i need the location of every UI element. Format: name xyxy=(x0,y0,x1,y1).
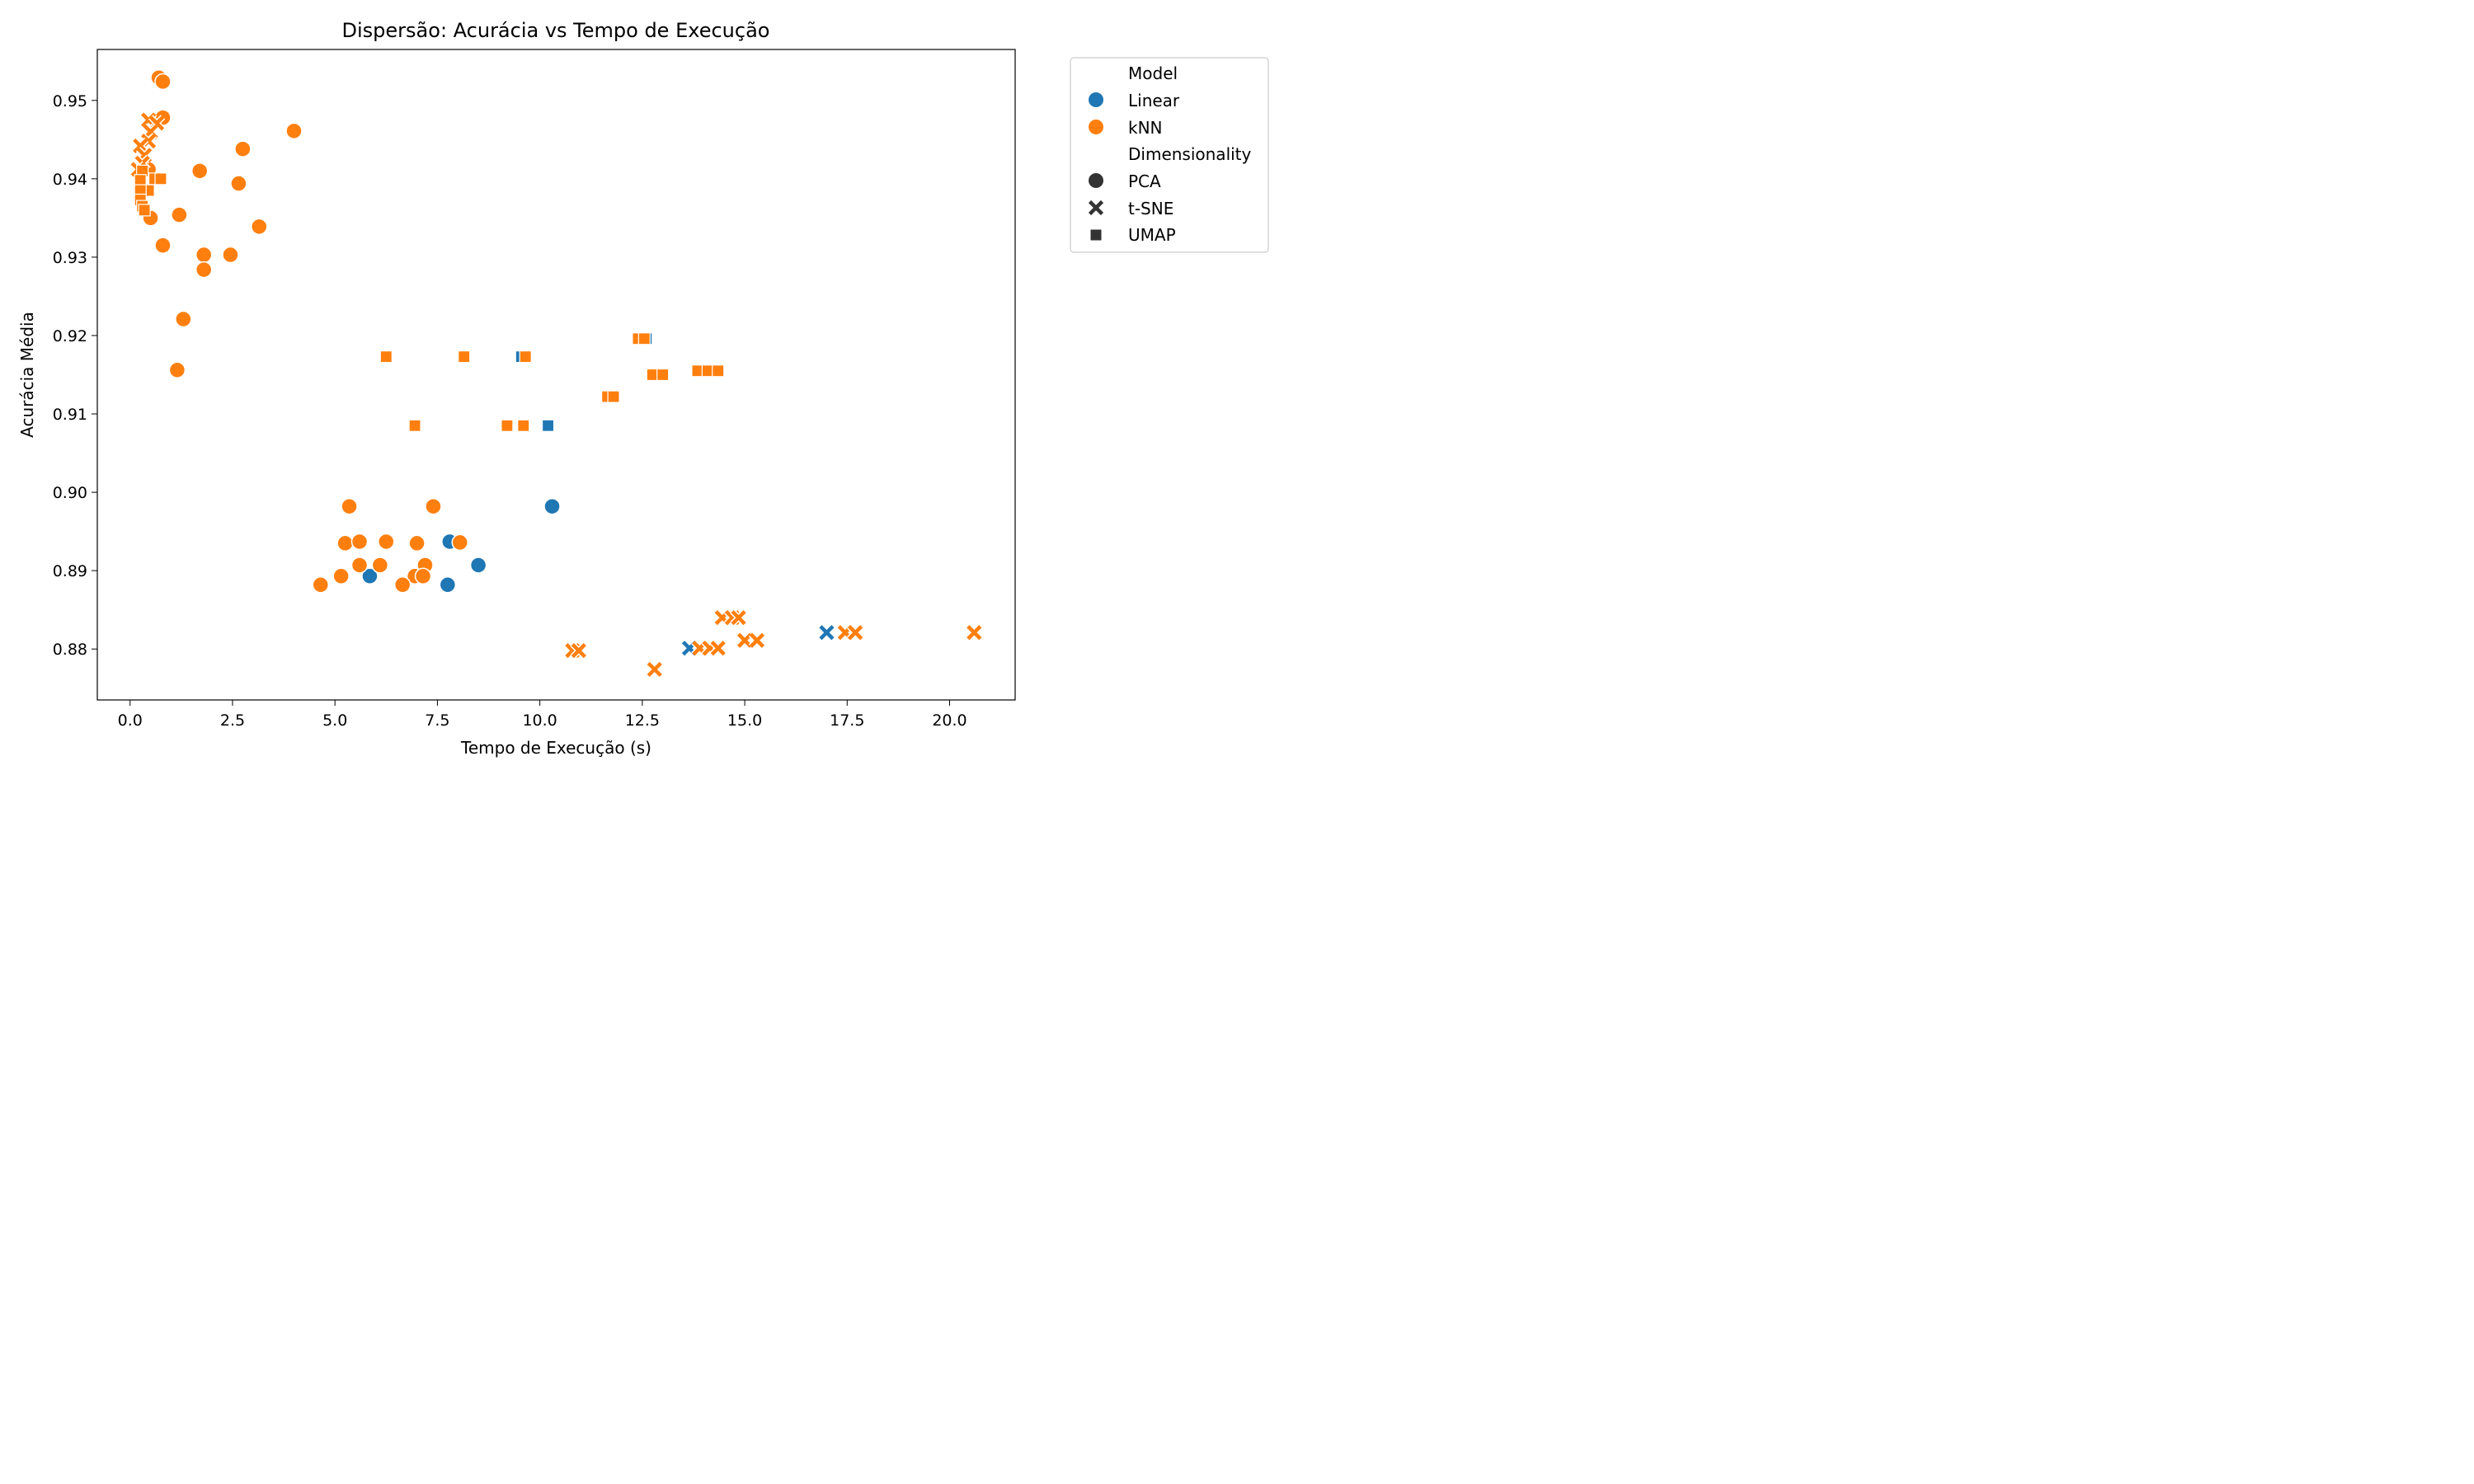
point-knn-pca xyxy=(230,175,247,192)
point-knn-pca xyxy=(285,122,303,140)
point-knn-umap xyxy=(656,368,670,382)
point-knn-umap xyxy=(154,172,167,186)
y-tick-label: 0.90 xyxy=(53,484,87,502)
legend-tsne-marker xyxy=(1088,200,1104,216)
scatter-chart: Dispersão: Acurácia vs Tempo de Execução… xyxy=(17,19,1269,758)
point-knn-umap xyxy=(458,350,471,364)
x-tick-label: 5.0 xyxy=(322,711,347,730)
point-knn-tsne xyxy=(570,641,587,660)
point-linear-tsne xyxy=(818,624,835,641)
point-knn-pca xyxy=(341,497,358,515)
point-knn-pca xyxy=(393,576,412,594)
y-tick-label: 0.95 xyxy=(53,92,87,110)
point-knn-umap xyxy=(379,350,393,364)
point-knn-umap xyxy=(712,364,725,378)
y-tick-label: 0.89 xyxy=(53,562,87,580)
y-tick-label: 0.93 xyxy=(53,249,87,267)
x-tick-label: 0.0 xyxy=(118,711,143,730)
x-tick-label: 10.0 xyxy=(522,711,557,730)
point-knn-pca xyxy=(195,246,213,264)
plot-points xyxy=(129,68,983,679)
plot-frame xyxy=(96,49,1016,701)
point-knn-pca xyxy=(251,218,268,236)
chart-title: Dispersão: Acurácia vs Tempo de Execução xyxy=(342,19,770,42)
point-linear-pca xyxy=(439,576,457,594)
y-axis: 0.88 0.89 0.90 0.91 0.92 0.93 0.94 0.95 xyxy=(53,92,97,659)
legend-tsne-label: t-SNE xyxy=(1128,199,1174,218)
legend-umap-label: UMAP xyxy=(1128,225,1176,245)
point-knn-pca xyxy=(378,533,395,551)
point-knn-tsne xyxy=(730,609,747,627)
point-knn-umap xyxy=(519,350,532,364)
point-knn-pca xyxy=(371,556,389,574)
point-knn-pca xyxy=(336,534,354,552)
point-knn-pca xyxy=(414,567,432,585)
point-knn-tsne xyxy=(966,624,983,641)
point-knn-pca xyxy=(312,576,330,594)
point-knn-pca xyxy=(222,246,239,264)
point-knn-pca xyxy=(171,206,188,223)
point-linear-pca xyxy=(469,556,487,574)
point-knn-tsne xyxy=(847,624,864,641)
point-knn-pca xyxy=(425,497,442,515)
point-knn-umap xyxy=(607,390,620,403)
legend-style-title: Dimensionality xyxy=(1128,144,1252,164)
legend-linear-marker xyxy=(1089,92,1103,107)
point-knn-pca xyxy=(175,310,192,328)
point-linear-umap xyxy=(541,419,555,432)
legend: Model Linear kNN Dimensionality PCA t-SN… xyxy=(1070,57,1269,253)
x-tick-label: 15.0 xyxy=(727,711,762,730)
point-knn-umap xyxy=(408,419,421,432)
point-knn-pca xyxy=(451,533,468,552)
point-knn-pca xyxy=(408,534,426,552)
point-linear-pca xyxy=(361,567,379,585)
point-knn-pca xyxy=(190,162,209,180)
point-knn-umap xyxy=(637,332,651,345)
point-knn-tsne xyxy=(709,640,727,657)
point-knn-pca xyxy=(332,567,350,585)
y-tick-label: 0.91 xyxy=(53,406,87,424)
x-tick-label: 17.5 xyxy=(830,711,864,730)
y-tick-label: 0.94 xyxy=(53,171,87,189)
legend-box xyxy=(1070,57,1269,253)
point-knn-pca xyxy=(234,140,252,157)
y-tick-label: 0.92 xyxy=(53,327,87,345)
legend-knn-label: kNN xyxy=(1128,118,1163,138)
point-knn-pca xyxy=(168,361,186,379)
point-knn-umap xyxy=(501,419,514,432)
point-knn-pca xyxy=(350,556,369,574)
x-tick-label: 12.5 xyxy=(625,711,660,730)
point-knn-umap xyxy=(517,419,530,432)
point-knn-tsne xyxy=(748,632,766,649)
legend-pca-marker xyxy=(1089,173,1103,188)
x-tick-label: 7.5 xyxy=(425,711,449,730)
legend-pca-label: PCA xyxy=(1128,171,1161,191)
legend-umap-marker xyxy=(1090,229,1102,241)
x-axis: 0.0 2.5 5.0 7.5 10.0 12.5 15.0 17.5 20.0 xyxy=(118,700,967,730)
point-knn-umap xyxy=(138,204,151,217)
point-linear-pca xyxy=(543,497,561,515)
legend-knn-marker xyxy=(1089,120,1103,134)
point-knn-pca xyxy=(350,533,369,551)
y-axis-label: Acurácia Média xyxy=(17,312,37,438)
point-knn-tsne xyxy=(646,660,663,679)
x-tick-label: 2.5 xyxy=(220,711,245,730)
legend-hue-title: Model xyxy=(1128,63,1178,83)
point-knn-tsne xyxy=(132,137,149,155)
legend-linear-label: Linear xyxy=(1128,91,1180,110)
point-knn-pca xyxy=(154,237,172,254)
y-tick-label: 0.88 xyxy=(53,641,87,659)
point-knn-pca xyxy=(195,261,213,279)
x-axis-label: Tempo de Execução (s) xyxy=(460,738,651,758)
x-tick-label: 20.0 xyxy=(932,711,967,730)
point-knn-pca xyxy=(154,73,172,91)
